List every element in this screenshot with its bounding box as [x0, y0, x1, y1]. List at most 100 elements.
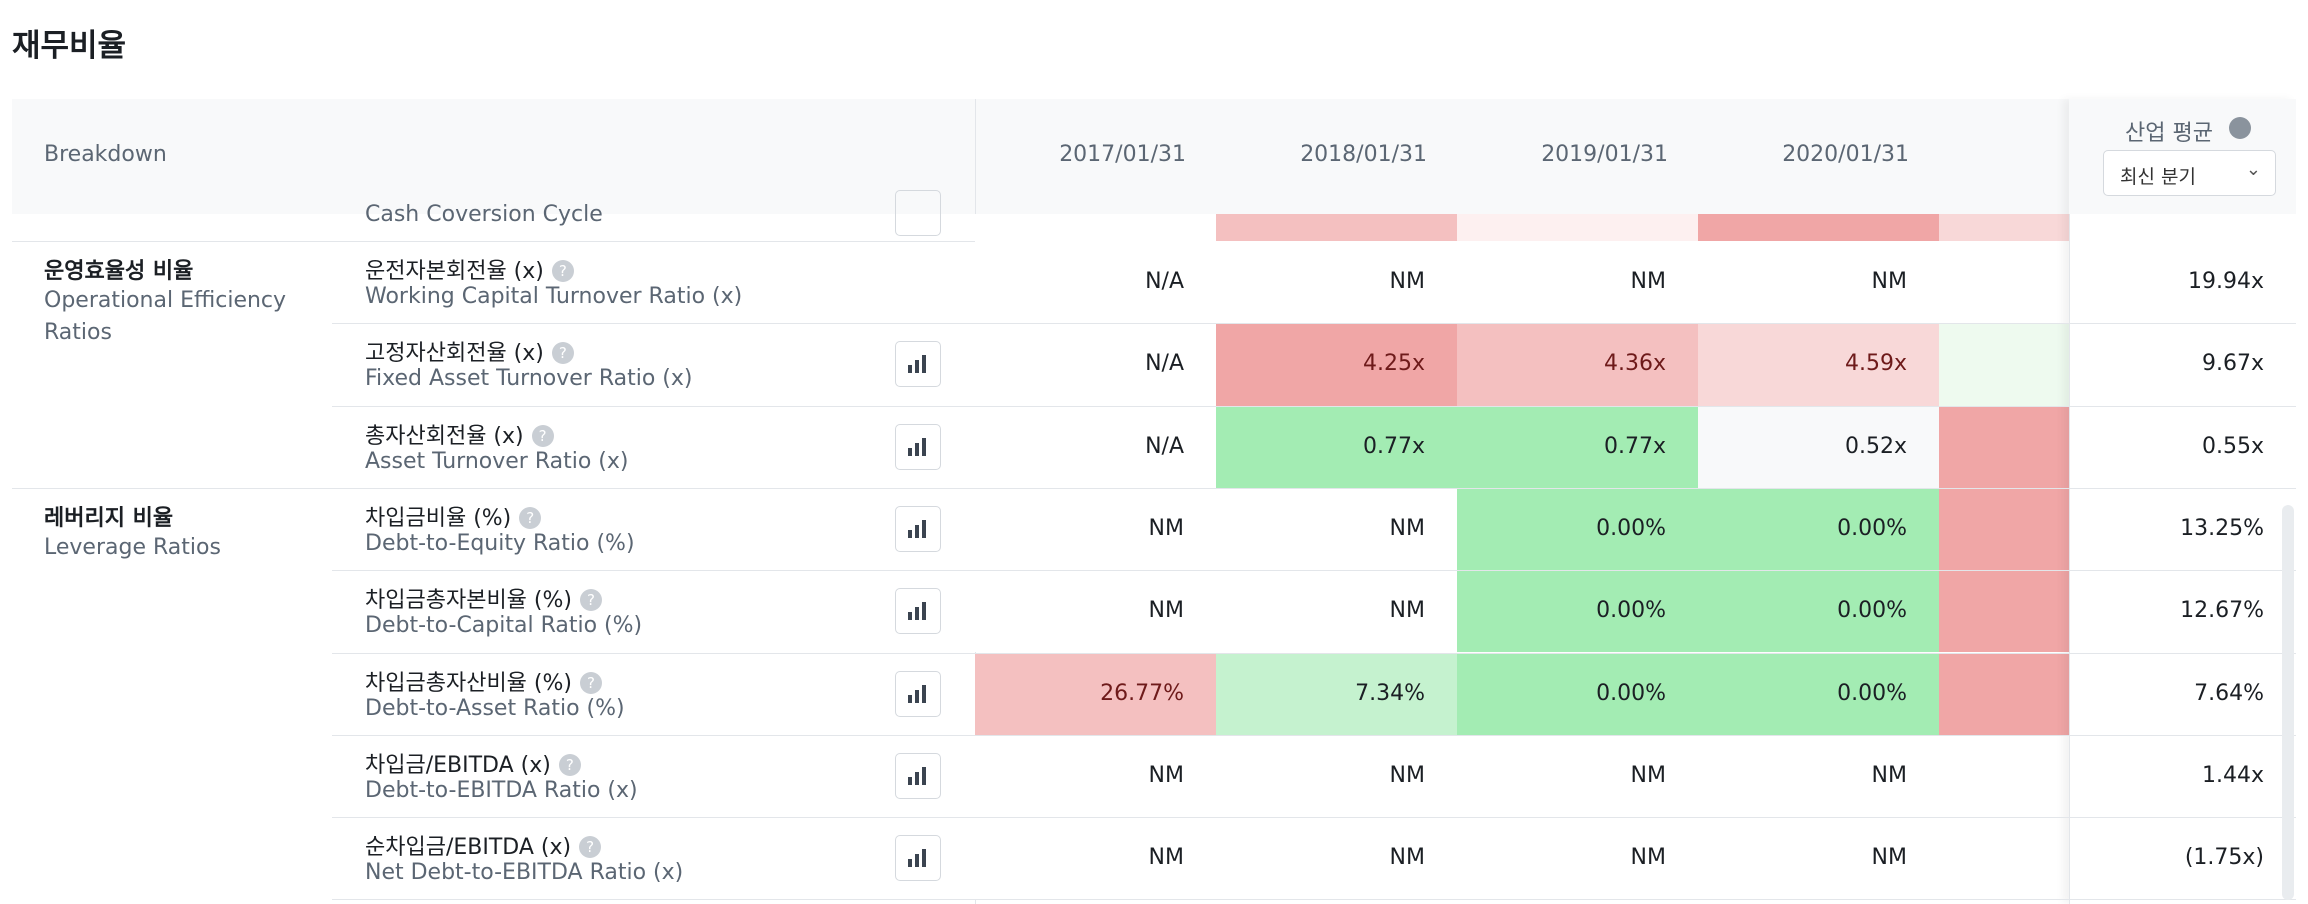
cell: 0.00%	[1698, 570, 1939, 652]
cell: N/A	[975, 323, 1216, 405]
cell: 4.25x	[1216, 323, 1457, 405]
cell-value: NM	[1390, 516, 1425, 541]
group-ko: 운영효율성 비율	[44, 253, 193, 285]
cell: NM	[975, 570, 1216, 652]
cell-value: NM	[1149, 598, 1184, 623]
row-divider	[332, 570, 2296, 571]
row-divider	[332, 323, 2296, 324]
industry-avg-value: 1.44x	[2202, 763, 2264, 788]
help-icon[interactable]: ?	[559, 754, 581, 776]
page-title: 재무비율	[12, 20, 126, 65]
cell: 0.00%	[1457, 653, 1698, 735]
cell: NM	[1698, 241, 1939, 323]
metric-ko: 총자산회전율 (x)?	[365, 418, 554, 450]
group-en: Leverage Ratios	[44, 532, 304, 564]
cell-value: NM	[1390, 598, 1425, 623]
cell: NM	[1457, 735, 1698, 817]
cell-value: NM	[1631, 845, 1666, 870]
cell-value: NM	[1872, 269, 1907, 294]
column-header: 2017/01/31	[975, 142, 1186, 167]
cell: 0.52x	[1698, 406, 1939, 488]
period-select-text: 최신 분기	[2120, 162, 2196, 189]
metric-en: Asset Turnover Ratio (x)	[365, 449, 628, 474]
cell	[1939, 214, 2069, 241]
metric-ko: 차입금총자산비율 (%)?	[365, 665, 602, 697]
cell-value: 0.00%	[1596, 598, 1666, 623]
metric-ko: 차입금비율 (%)?	[365, 500, 541, 532]
help-icon[interactable]: ?	[580, 672, 602, 694]
column-header: 2020/01/31	[1698, 142, 1909, 167]
help-icon[interactable]: ?	[580, 589, 602, 611]
cell: NM	[1216, 570, 1457, 652]
cell-value: N/A	[1145, 434, 1184, 459]
cell	[1939, 406, 2069, 488]
cell: 0.77x	[1457, 406, 1698, 488]
cell: NM	[975, 488, 1216, 570]
row-divider	[332, 653, 2296, 654]
chart-button[interactable]	[895, 753, 941, 799]
cell: NM	[1698, 817, 1939, 899]
metric-en: Cash Coversion Cycle	[365, 202, 603, 227]
cell: 7.34%	[1216, 653, 1457, 735]
cell	[1457, 214, 1698, 241]
cell: 0.77x	[1216, 406, 1457, 488]
cell	[1939, 653, 2069, 735]
cell-value: 0.00%	[1596, 681, 1666, 706]
cell: NM	[1216, 488, 1457, 570]
row-divider	[332, 899, 2296, 900]
cell-value: 0.77x	[1604, 434, 1666, 459]
metric-ko: 순차입금/EBITDA (x)?	[365, 829, 601, 861]
industry-header: 산업 평균최신 분기 ⌄	[2069, 99, 2296, 214]
cell	[1216, 214, 1457, 241]
cell-value: NM	[1631, 763, 1666, 788]
cell	[1939, 488, 2069, 570]
industry-avg-value: 9.67x	[2202, 351, 2264, 376]
cell	[1939, 735, 2069, 817]
help-icon[interactable]: ?	[579, 836, 601, 858]
industry-avg-label: 산업 평균	[2125, 115, 2213, 147]
cell	[1939, 323, 2069, 405]
cell: 0.00%	[1457, 488, 1698, 570]
cell	[1698, 214, 1939, 241]
cell: NM	[1216, 817, 1457, 899]
metric-ko: 차입금총자본비율 (%)?	[365, 582, 602, 614]
row-divider	[332, 735, 2296, 736]
cell: 0.00%	[1457, 570, 1698, 652]
cell	[1939, 241, 2069, 323]
metric-ko: 고정자산회전율 (x)?	[365, 335, 574, 367]
help-icon[interactable]: ?	[552, 342, 574, 364]
period-select[interactable]: 최신 분기 ⌄	[2103, 150, 2276, 196]
chart-button[interactable]	[895, 588, 941, 634]
cell-value: 7.34%	[1355, 681, 1425, 706]
scrollbar	[2282, 505, 2294, 900]
cell-value: NM	[1872, 763, 1907, 788]
chart-button[interactable]	[895, 835, 941, 881]
cell-value: NM	[1631, 269, 1666, 294]
chart-button	[895, 190, 941, 236]
cell-value: 4.59x	[1845, 351, 1907, 376]
metric-en: Debt-to-EBITDA Ratio (x)	[365, 778, 638, 803]
row-divider	[332, 817, 2296, 818]
cell: NM	[1698, 735, 1939, 817]
cell-value: NM	[1390, 269, 1425, 294]
group-en: Operational Efficiency Ratios	[44, 285, 304, 349]
help-icon[interactable]: ?	[532, 425, 554, 447]
chart-button[interactable]	[895, 671, 941, 717]
industry-avg-value: 13.25%	[2180, 516, 2264, 541]
chart-button[interactable]	[895, 424, 941, 470]
cell-value: 0.52x	[1845, 434, 1907, 459]
help-icon[interactable]: ?	[519, 507, 541, 529]
column-header: 2019/01/31	[1457, 142, 1668, 167]
cell: 4.59x	[1698, 323, 1939, 405]
metric-ko: 차입금/EBITDA (x)?	[365, 747, 581, 779]
dropdown-arrow: ⌄	[2246, 159, 2261, 180]
help-icon[interactable]: ?	[552, 260, 574, 282]
cell-value: 0.00%	[1596, 516, 1666, 541]
cell-value: NM	[1149, 763, 1184, 788]
row-divider	[332, 488, 2296, 489]
chart-button[interactable]	[895, 506, 941, 552]
chart-button[interactable]	[895, 341, 941, 387]
cell-value: N/A	[1145, 269, 1184, 294]
cell-value: NM	[1390, 845, 1425, 870]
cell: NM	[975, 817, 1216, 899]
